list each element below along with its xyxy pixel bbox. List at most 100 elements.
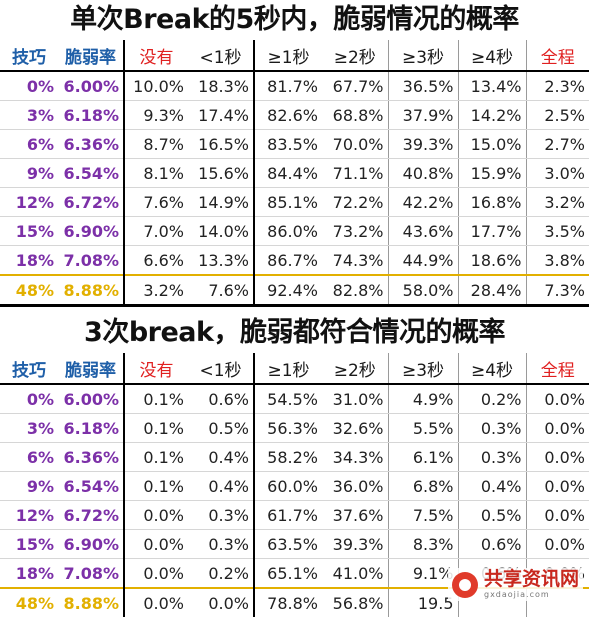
cell-none: 6.6%	[123, 245, 188, 276]
header-ge1: ≥1秒	[253, 353, 322, 385]
cell-ge1: 54.5%	[253, 384, 322, 414]
cell-ge4: 16.8%	[458, 187, 527, 217]
cell-ge2: 36.0%	[322, 471, 389, 501]
cell-lt1: 17.4%	[188, 100, 255, 130]
cell-ge3: 36.5%	[388, 71, 459, 101]
header-rate: 脆弱率	[58, 40, 125, 72]
cell-ge1: 86.0%	[253, 216, 322, 246]
cell-lt1: 0.4%	[188, 471, 255, 501]
cell-skill: 18%	[0, 245, 58, 276]
cell-ge4: 0.5%	[458, 500, 527, 530]
cell-none: 8.7%	[123, 129, 188, 159]
table1-title: 单次Break的5秒内，脆弱情况的概率	[70, 4, 519, 35]
header-ge2: ≥2秒	[322, 40, 389, 72]
header-ge2: ≥2秒	[322, 353, 389, 385]
cell-skill: 6%	[0, 442, 58, 472]
cell-ge1: 83.5%	[253, 129, 322, 159]
cell-none: 10.0%	[123, 71, 188, 101]
cell-lt1: 0.6%	[188, 384, 255, 414]
cell-none: 8.1%	[123, 158, 188, 188]
header-rate: 脆弱率	[58, 353, 125, 385]
cell-ge1: 84.4%	[253, 158, 322, 188]
cell-skill: 48%	[0, 274, 58, 304]
cell-ge3: 8.3%	[388, 529, 459, 559]
header-ge4: ≥4秒	[458, 40, 527, 72]
table2-title: 3次break，脆弱都符合情况的概率	[84, 317, 505, 348]
cell-ge1: 86.7%	[253, 245, 322, 276]
cell-ge1: 60.0%	[253, 471, 322, 501]
cell-ge3: 9.1%	[388, 558, 459, 589]
cell-rate: 6.90%	[58, 529, 125, 559]
cell-none: 9.3%	[123, 100, 188, 130]
cell-none: 0.1%	[123, 384, 188, 414]
cell-none: 0.1%	[123, 413, 188, 443]
cell-ge1: 58.2%	[253, 442, 322, 472]
cell-rate: 6.00%	[58, 71, 125, 101]
cell-lt1: 15.6%	[188, 158, 255, 188]
table-row: 6% 6.36% 8.7% 16.5% 83.5% 70.0% 39.3% 15.0% 2.7%	[0, 129, 589, 159]
cell-ge2: 82.8%	[322, 274, 389, 304]
cell-ge3: 44.9%	[388, 245, 459, 276]
cell-ge4: 0.3%	[458, 442, 527, 472]
cell-skill: 6%	[0, 129, 58, 159]
cell-ge4: 0.4%	[458, 471, 527, 501]
header-none: 没有	[123, 40, 188, 72]
cell-none: 7.0%	[123, 216, 188, 246]
header-full: 全程	[526, 353, 589, 385]
cell-ge4: 0.6%	[458, 529, 527, 559]
cell-ge2: 56.8%	[322, 587, 389, 617]
cell-ge4: 0.2%	[458, 384, 527, 414]
cell-none: 0.1%	[123, 442, 188, 472]
header-none: 没有	[123, 353, 188, 385]
cell-rate: 6.54%	[58, 471, 125, 501]
cell-ge2: 67.7%	[322, 71, 389, 101]
cell-skill: 18%	[0, 558, 58, 589]
table-row: 12% 6.72% 0.0% 0.3% 61.7% 37.6% 7.5% 0.5% 0.0%	[0, 500, 589, 530]
cell-full: 3.0%	[526, 158, 589, 188]
cell-skill: 0%	[0, 71, 58, 101]
cell-full: 0.0%	[526, 442, 589, 472]
cell-ge2: 31.0%	[322, 384, 389, 414]
cell-lt1: 0.3%	[188, 529, 255, 559]
cell-ge2: 70.0%	[322, 129, 389, 159]
cell-lt1: 13.3%	[188, 245, 255, 276]
cell-lt1: 18.3%	[188, 71, 255, 101]
header-full: 全程	[526, 40, 589, 72]
cell-skill: 9%	[0, 471, 58, 501]
cell-ge4: 18.6%	[458, 245, 527, 276]
table1-header-row: 技巧 脆弱率 没有 <1秒 ≥1秒 ≥2秒 ≥3秒 ≥4秒 全程	[0, 40, 589, 72]
cell-ge1: 81.7%	[253, 71, 322, 101]
cell-lt1: 0.2%	[188, 558, 255, 589]
cell-skill: 15%	[0, 216, 58, 246]
cell-rate: 6.36%	[58, 442, 125, 472]
cell-ge2: 68.8%	[322, 100, 389, 130]
cell-ge3: 6.1%	[388, 442, 459, 472]
cell-rate: 6.18%	[58, 100, 125, 130]
header-ge3: ≥3秒	[388, 40, 459, 72]
cell-ge2: 32.6%	[322, 413, 389, 443]
cell-ge2: 71.1%	[322, 158, 389, 188]
cell-ge3: 5.5%	[388, 413, 459, 443]
cell-full: 2.7%	[526, 129, 589, 159]
cell-ge3: 42.2%	[388, 187, 459, 217]
cell-lt1: 14.9%	[188, 187, 255, 217]
cell-ge2: 37.6%	[322, 500, 389, 530]
cell-ge1: 85.1%	[253, 187, 322, 217]
table-row: 12% 6.72% 7.6% 14.9% 85.1% 72.2% 42.2% 16.8% 3.2…	[0, 187, 589, 217]
cell-none: 0.0%	[123, 558, 188, 589]
cell-ge4: 17.7%	[458, 216, 527, 246]
cell-full: 0.0%	[526, 529, 589, 559]
section-divider	[0, 304, 589, 307]
cell-rate: 6.18%	[58, 413, 125, 443]
cell-ge1: 82.6%	[253, 100, 322, 130]
cell-ge1: 56.3%	[253, 413, 322, 443]
cell-full: 2.3%	[526, 71, 589, 101]
cell-skill: 12%	[0, 187, 58, 217]
cell-ge2: 72.2%	[322, 187, 389, 217]
cell-skill: 48%	[0, 587, 58, 617]
cell-full: 0.0%	[526, 471, 589, 501]
cell-ge4: 28.4%	[458, 274, 527, 304]
table-row: 3% 6.18% 9.3% 17.4% 82.6% 68.8% 37.9% 14.2% 2.5%	[0, 100, 589, 130]
table-row: 3% 6.18% 0.1% 0.5% 56.3% 32.6% 5.5% 0.3% 0.0%	[0, 413, 589, 443]
watermark: 共享资讯网 gxdaojia.com	[447, 568, 583, 601]
